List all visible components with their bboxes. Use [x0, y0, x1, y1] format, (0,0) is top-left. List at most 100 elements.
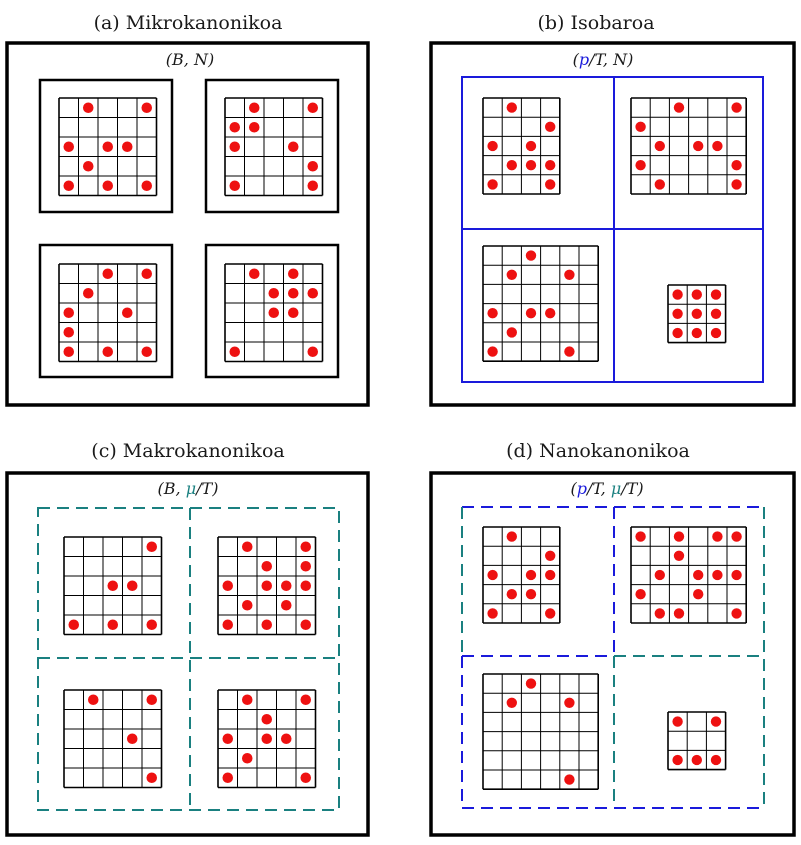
particle-dot [268, 307, 280, 319]
particle-dot [300, 560, 312, 572]
particle-dot [126, 733, 138, 745]
particle-dot [693, 140, 704, 152]
particle-dot [241, 694, 253, 706]
lattice-b-1 [482, 97, 561, 195]
panel-c-variables: (B, μ/T) [158, 479, 219, 498]
lattice-b-3 [482, 245, 600, 363]
particle-dot [307, 102, 319, 114]
particle-dot [545, 121, 556, 132]
particle-dot [506, 531, 517, 542]
system-box [204, 243, 340, 379]
lattice-c-4 [217, 689, 317, 789]
particle-dot [146, 619, 158, 631]
panel-b-partition [461, 76, 764, 383]
particle-dot [691, 754, 702, 766]
particle-dot [506, 102, 517, 113]
particle-dot [487, 569, 498, 581]
particle-dot [487, 608, 498, 619]
system-box [38, 78, 174, 214]
particle-dot [712, 569, 723, 581]
particle-dot [280, 580, 292, 592]
particle-dot [307, 346, 319, 358]
particle-dot [229, 180, 241, 192]
particle-dot [525, 140, 537, 152]
particle-dot [229, 121, 241, 133]
particle-dot [307, 287, 319, 299]
panel-a-frame [5, 41, 370, 407]
particle-dot [307, 180, 319, 192]
particle-dot [241, 541, 253, 553]
particle-dot [268, 287, 280, 299]
particle-dot [710, 716, 722, 727]
particle-dot [261, 560, 273, 572]
particle-dot [222, 772, 234, 784]
particle-dot [141, 346, 153, 358]
panel-d-variables: (p/T, μ/T) [570, 479, 643, 498]
particle-dot [487, 140, 498, 152]
panel-b-title: (b) Isobaroa [537, 12, 654, 34]
particle-dot [82, 160, 94, 172]
particle-dot [102, 180, 114, 192]
particle-dot [564, 346, 575, 357]
particle-dot [261, 580, 273, 592]
panel-b-variables: (p/T, N) [573, 50, 634, 69]
lattice-d-4 [667, 711, 727, 771]
particle-dot [564, 697, 575, 708]
particle-dot [545, 308, 556, 319]
particle-dot [731, 160, 742, 171]
particle-dot [525, 589, 537, 600]
particle-dot [672, 308, 683, 319]
particle-dot [710, 308, 722, 319]
particle-dot [564, 774, 575, 785]
particle-dot [525, 160, 537, 171]
particle-dot [102, 346, 114, 358]
particle-dot [141, 102, 153, 114]
particle-dot [506, 589, 517, 600]
particle-dot [673, 608, 685, 619]
particle-dot [731, 569, 742, 581]
particle-dot [673, 102, 685, 113]
particle-dot [248, 268, 260, 280]
lattice-b-2 [630, 97, 748, 195]
particle-dot [506, 327, 517, 338]
particle-dot [691, 308, 702, 319]
panel-c-frame [5, 471, 370, 837]
particle-dot [691, 289, 702, 300]
particle-dot [287, 141, 299, 153]
particle-dot [121, 141, 133, 153]
particle-dot [107, 580, 119, 592]
particle-dot [63, 346, 75, 358]
panel-d-title: (d) Nanokanonikoa [506, 440, 690, 462]
lattice-c-3 [63, 689, 163, 789]
particle-dot [487, 346, 498, 357]
particle-dot [222, 580, 234, 592]
particle-dot [107, 619, 119, 631]
particle-dot [525, 678, 537, 689]
lattice-a-2 [224, 97, 324, 197]
particle-dot [241, 752, 253, 764]
lattice-grids [58, 97, 748, 791]
particle-dot [731, 608, 742, 619]
particle-dot [287, 287, 299, 299]
particle-dot [141, 180, 153, 192]
particle-dot [672, 754, 683, 766]
particle-dot [654, 569, 665, 581]
particle-dot [525, 569, 537, 581]
lattice-a-3 [58, 263, 158, 363]
panel-a-variables: (B, N) [166, 50, 214, 69]
particle-dot [691, 327, 702, 339]
particle-dot [506, 697, 517, 708]
particle-dot [63, 141, 75, 153]
system-box [204, 78, 340, 214]
particle-dot [63, 326, 75, 338]
particle-dot [261, 619, 273, 631]
lattice-d-1 [482, 526, 561, 624]
particle-dot [635, 589, 646, 600]
particle-dot [545, 608, 556, 619]
particle-dot [146, 772, 158, 784]
particle-dot [712, 531, 723, 542]
particle-dot [693, 589, 704, 600]
particle-dot [545, 569, 556, 581]
panel-a-title: (a) Mikrokanonikoa [94, 12, 283, 34]
particle-dot [287, 268, 299, 280]
